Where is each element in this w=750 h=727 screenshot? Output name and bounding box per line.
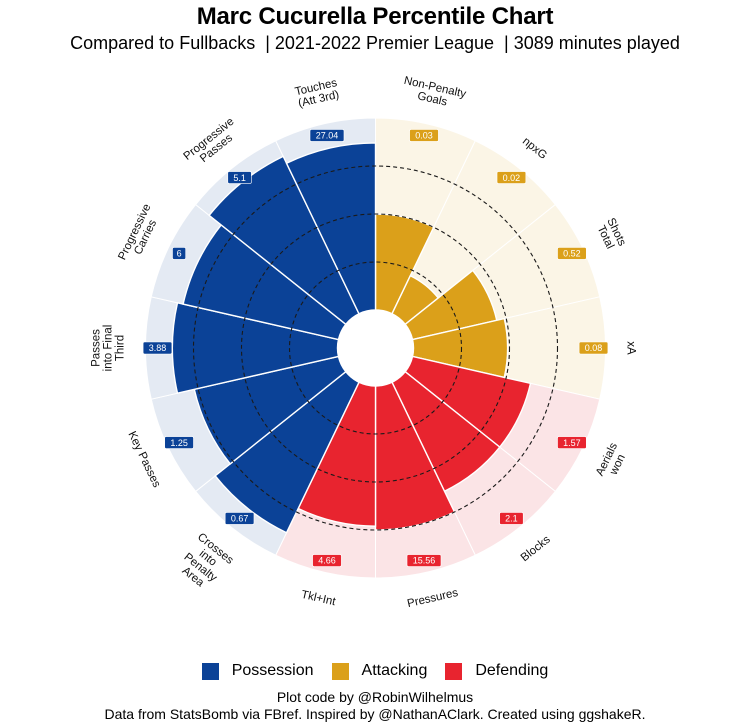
value-badge: 0.08 bbox=[578, 341, 609, 355]
value-text: 0.52 bbox=[563, 249, 581, 259]
gridline-dashed bbox=[192, 165, 559, 531]
percentile-bar bbox=[208, 155, 360, 326]
category-label: Aerialswon bbox=[594, 441, 631, 483]
value-badge: 0.52 bbox=[557, 247, 587, 260]
value-text: 4.66 bbox=[318, 556, 336, 566]
value-badge: 5.1 bbox=[227, 171, 252, 184]
value-text: 3.88 bbox=[149, 343, 167, 353]
value-badge: 0.03 bbox=[409, 129, 439, 142]
value-badge: 2.1 bbox=[499, 512, 524, 525]
legend-swatch-attacking bbox=[331, 662, 349, 680]
category-label: Touches(Att 3rd) bbox=[294, 77, 341, 110]
percentile-bar bbox=[214, 370, 360, 534]
value-badge: 1.57 bbox=[557, 436, 587, 449]
value-badge: 27.04 bbox=[309, 129, 345, 142]
legend-label: Possession bbox=[231, 662, 314, 679]
category-label: Non-PenaltyGoals bbox=[400, 75, 467, 113]
value-text: 0.67 bbox=[231, 514, 249, 524]
value-text: 1.25 bbox=[170, 438, 188, 448]
value-text: 1.57 bbox=[563, 438, 581, 448]
category-label: npxG bbox=[520, 135, 549, 162]
category-label: CrossesintoPenaltyArea bbox=[173, 531, 236, 595]
value-badge: 0.67 bbox=[224, 512, 255, 525]
category-label: Tkl+Int bbox=[300, 589, 337, 609]
category-label: Key Passes bbox=[125, 430, 162, 490]
chart-subtitle: Compared to Fullbacks | 2021-2022 Premie… bbox=[70, 33, 680, 53]
category-label: ProgressivePasses bbox=[182, 116, 244, 173]
value-text: 5.1 bbox=[233, 173, 246, 183]
category-label: Pressures bbox=[406, 587, 459, 610]
value-text: 0.03 bbox=[415, 131, 433, 141]
value-text: 0.02 bbox=[503, 173, 521, 183]
legend-item-possession: Possession bbox=[201, 662, 314, 680]
value-text: 2.1 bbox=[505, 514, 518, 524]
value-text: 27.04 bbox=[316, 131, 339, 141]
legend-item-attacking: Attacking bbox=[331, 662, 428, 680]
category-label: Blocks bbox=[519, 534, 553, 565]
value-badge: 0.02 bbox=[496, 171, 527, 184]
legend-swatch-possession bbox=[201, 662, 219, 680]
legend-item-defending: Defending bbox=[445, 662, 548, 680]
value-text: 0.08 bbox=[585, 343, 603, 353]
legend-swatch-defending bbox=[445, 662, 463, 680]
chart-title: Marc Cucurella Percentile Chart bbox=[196, 3, 554, 30]
value-badge: 6 bbox=[172, 247, 186, 260]
legend-label: Defending bbox=[475, 662, 549, 679]
category-label: ProgressiveCarries bbox=[116, 202, 164, 267]
value-badge: 1.25 bbox=[164, 436, 194, 449]
value-badge: 3.88 bbox=[142, 341, 173, 355]
value-text: 6 bbox=[177, 249, 182, 259]
value-text: 15.56 bbox=[413, 556, 436, 566]
value-badge: 15.56 bbox=[406, 554, 442, 567]
category-label: Passesinto FinalThird bbox=[91, 325, 127, 372]
percentile-bar bbox=[285, 142, 377, 315]
legend-label: Attacking bbox=[361, 662, 428, 679]
caption-plot-code: Plot code by @RobinWilhelmus bbox=[276, 689, 474, 705]
category-label: xA bbox=[625, 341, 637, 355]
value-badge: 4.66 bbox=[312, 554, 342, 567]
category-label: ShotsTotal bbox=[593, 216, 627, 253]
center-hole bbox=[337, 310, 414, 386]
gridline-dashed bbox=[240, 213, 511, 483]
legend: Possession Attacking Defending bbox=[0, 662, 750, 680]
gridline-dashed bbox=[288, 261, 463, 435]
caption-data-source: Data from StatsBomb via FBref. Inspired … bbox=[104, 706, 646, 722]
